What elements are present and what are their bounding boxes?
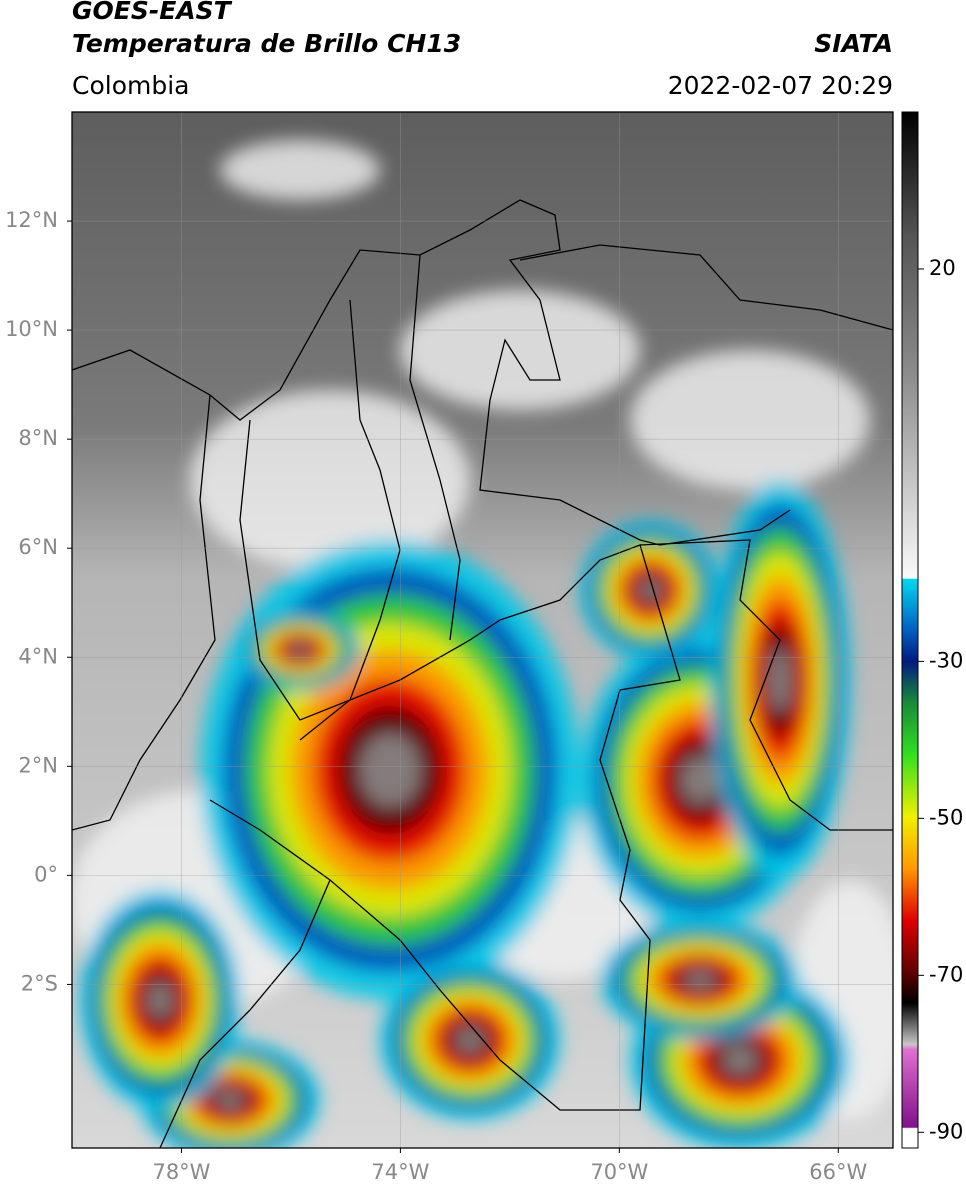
y-tick-label: 10°N: [5, 317, 58, 341]
storm: [290, 643, 310, 657]
region: Colombia: [72, 71, 189, 100]
clouds: [72, 140, 893, 1148]
y-tick-label: 8°N: [18, 426, 58, 450]
colorbar-tick-label: -70: [929, 962, 963, 986]
y-tick-label: 12°N: [5, 208, 58, 232]
x-tick-label: 66°W: [809, 1160, 867, 1184]
y-tick-label: 2°S: [21, 971, 58, 995]
storm: [768, 648, 792, 712]
cloud: [220, 140, 380, 200]
subtitle: Temperatura de Brillo CH13: [72, 29, 461, 58]
timestamp: 2022-02-07 20:29: [668, 71, 893, 100]
y-tick-label: 4°N: [18, 644, 58, 668]
y-tick-label: 0°: [34, 862, 58, 886]
grid: [72, 112, 893, 1148]
borders: [72, 199, 893, 1148]
storm: [684, 970, 716, 990]
map-frame: [71, 111, 894, 1149]
storm: [722, 1045, 758, 1075]
cloud: [190, 390, 470, 570]
storm: [359, 733, 421, 807]
source: SIATA: [814, 29, 893, 58]
title: GOES-EAST: [72, 0, 233, 25]
y-tick-label: 2°N: [18, 753, 58, 777]
cloud: [630, 350, 870, 490]
storm: [680, 756, 720, 804]
storm: [638, 578, 662, 602]
colorbar-tick-label: -50: [929, 805, 963, 829]
imagery: [72, 112, 893, 1148]
storm: [215, 1090, 245, 1110]
storm: [147, 982, 173, 1018]
x-tick-label: 78°W: [152, 1160, 210, 1184]
storm: [455, 1027, 485, 1053]
colorbar: [901, 111, 919, 1149]
x-tick-label: 70°W: [590, 1160, 648, 1184]
colorbar-tick-label: -90: [929, 1119, 963, 1143]
colorbar-tick-label: 20: [929, 256, 956, 280]
cloud: [400, 290, 640, 410]
x-tick-label: 74°W: [371, 1160, 429, 1184]
y-tick-label: 6°N: [18, 535, 58, 559]
colorbar-tick-label: -30: [929, 648, 963, 672]
